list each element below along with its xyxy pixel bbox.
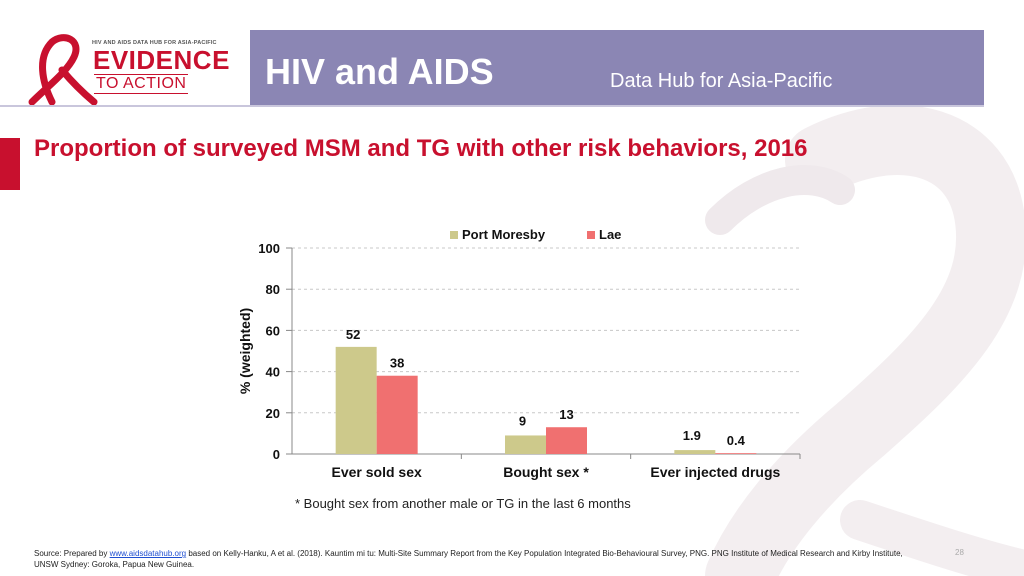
bar-port-moresby bbox=[335, 346, 377, 454]
data-label: 52 bbox=[346, 327, 360, 342]
bar-lae bbox=[715, 453, 757, 454]
y-tick-label: 80 bbox=[266, 282, 280, 297]
data-label: 0.4 bbox=[727, 433, 746, 448]
logo[interactable]: HIV AND AIDS DATA HUB FOR ASIA-PACIFIC E… bbox=[0, 30, 250, 105]
y-tick-label: 0 bbox=[273, 447, 280, 462]
bar-lae bbox=[546, 427, 587, 454]
data-label: 38 bbox=[390, 356, 404, 371]
background-ribbon-watermark bbox=[705, 105, 1024, 576]
y-tick-label: 100 bbox=[258, 241, 280, 256]
chart-footnote: * Bought sex from another male or TG in … bbox=[295, 496, 631, 511]
x-tick-label: Ever injected drugs bbox=[650, 464, 780, 480]
page-number: 28 bbox=[955, 548, 964, 557]
source-note: Source: Prepared by www.aidsdatahub.org … bbox=[34, 548, 914, 570]
source-suffix: based on Kelly-Hanku, A et al. (2018). K… bbox=[34, 549, 903, 569]
y-tick-label: 40 bbox=[266, 365, 280, 380]
y-axis-label: % (weighted) bbox=[237, 308, 253, 394]
bar-port-moresby bbox=[674, 450, 716, 454]
red-ribbon-icon bbox=[28, 34, 98, 105]
header-divider bbox=[0, 105, 984, 107]
header-subtitle: Data Hub for Asia-Pacific bbox=[610, 70, 833, 92]
top-margin bbox=[0, 0, 1024, 30]
x-tick-label: Ever sold sex bbox=[332, 464, 422, 480]
header-bar: HIV AND AIDS DATA HUB FOR ASIA-PACIFIC E… bbox=[0, 30, 984, 105]
data-label: 9 bbox=[519, 413, 526, 428]
logo-tagline: HIV AND AIDS DATA HUB FOR ASIA-PACIFIC bbox=[92, 40, 217, 46]
data-label: 13 bbox=[559, 407, 573, 422]
slide-title: Proportion of surveyed MSM and TG with o… bbox=[34, 135, 808, 162]
legend-swatch bbox=[450, 231, 458, 239]
x-tick-label: Bought sex * bbox=[503, 464, 589, 480]
bar-lae bbox=[376, 375, 418, 454]
legend-label: Port Moresby bbox=[462, 227, 546, 242]
title-accent-bar bbox=[0, 138, 20, 190]
source-prefix: Source: Prepared by bbox=[34, 549, 110, 558]
y-tick-label: 60 bbox=[266, 323, 280, 338]
logo-evidence-text: EVIDENCE bbox=[93, 45, 230, 75]
bar-port-moresby bbox=[505, 435, 546, 454]
legend-label: Lae bbox=[599, 227, 621, 242]
source-link[interactable]: www.aidsdatahub.org bbox=[109, 549, 187, 558]
header-title: HIV and AIDS bbox=[265, 51, 494, 92]
data-label: 1.9 bbox=[683, 428, 701, 443]
legend-swatch bbox=[587, 231, 595, 239]
y-tick-label: 20 bbox=[266, 406, 280, 421]
logo-action-text: TO ACTION bbox=[94, 74, 189, 94]
